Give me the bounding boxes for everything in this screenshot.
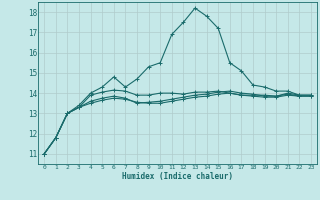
X-axis label: Humidex (Indice chaleur): Humidex (Indice chaleur): [122, 172, 233, 181]
